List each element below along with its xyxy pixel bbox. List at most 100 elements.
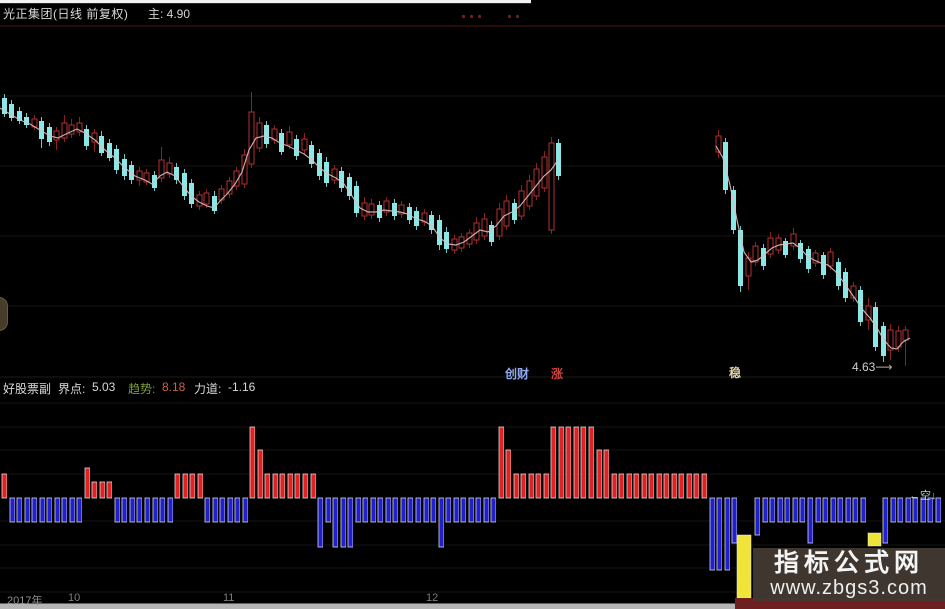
histogram-bar-blue: [724, 497, 731, 571]
histogram-bar-red: [498, 426, 505, 499]
title-marker-dot: [462, 15, 465, 18]
watermark-bottom-strip: [735, 598, 945, 609]
histogram-bar-blue: [905, 497, 912, 523]
histogram-bar-blue: [227, 497, 234, 523]
histogram-bar-blue: [129, 497, 136, 523]
axis-month-label: 10: [68, 592, 81, 604]
kong-signal-label: ←空↓: [909, 490, 937, 502]
histogram-bar-red: [294, 473, 301, 499]
histogram-bar-blue: [837, 497, 844, 523]
candle-up: [136, 170, 143, 181]
candle-down: [2, 98, 7, 114]
histogram-bar-blue: [822, 497, 829, 523]
histogram-bar-red: [528, 473, 535, 499]
histogram-bar-red: [618, 473, 625, 499]
histogram-bar-blue: [852, 497, 859, 523]
candle-up: [203, 192, 210, 205]
histogram-bar-red: [264, 473, 271, 499]
histogram-bar-red: [693, 473, 700, 499]
candle-up: [226, 180, 233, 195]
histogram-bar-blue: [468, 497, 475, 523]
histogram-bar-blue: [475, 497, 482, 523]
candle-down: [264, 125, 269, 144]
candle-down: [437, 220, 442, 245]
qushi-value: 8.18: [162, 380, 186, 394]
candle-down: [836, 262, 841, 286]
candle-up: [301, 138, 308, 151]
candle-down: [392, 203, 397, 216]
candle-up: [775, 237, 782, 251]
histogram-bar-blue: [362, 497, 369, 523]
candle-down: [821, 255, 826, 275]
candle-down: [798, 243, 803, 259]
candle-up: [473, 222, 480, 241]
candle-down: [99, 136, 104, 153]
candle-up: [256, 122, 263, 149]
histogram-bar-blue: [423, 497, 430, 523]
candle-up: [68, 124, 75, 135]
title-marker-dot: [516, 15, 519, 18]
lidao-label: 力道:: [194, 382, 222, 396]
candle-down: [107, 143, 112, 158]
histogram-bar-red: [671, 473, 678, 499]
histogram-bar-blue: [242, 497, 249, 523]
histogram-bar-blue: [69, 497, 76, 523]
candle-up: [812, 252, 819, 264]
candle-down: [444, 232, 449, 249]
watermark-url: www.zbgs3.com: [770, 577, 928, 599]
candle-down: [279, 133, 284, 152]
axis-month-label: 12: [426, 592, 439, 604]
histogram-bar-blue: [204, 497, 211, 523]
candle-up: [752, 245, 759, 263]
histogram-bar-blue: [385, 497, 392, 523]
histogram-bar-blue: [114, 497, 121, 523]
axis-year-label: 2017年: [7, 595, 43, 607]
histogram-bar-yellow: [736, 534, 752, 599]
histogram-bar-red: [603, 449, 610, 499]
low-price-callout: 4.63⟶: [852, 360, 893, 374]
candle-down: [84, 129, 89, 146]
histogram-bar-red: [106, 481, 113, 499]
histogram-bar-red: [565, 426, 572, 499]
title-marker-dot: [508, 15, 511, 18]
histogram-bar-blue: [121, 497, 128, 523]
histogram-bar-red: [656, 473, 663, 499]
candle-down: [429, 215, 434, 230]
sub-indicator-name[interactable]: 好股票副: [3, 382, 52, 396]
histogram-bar-blue: [317, 497, 324, 548]
candle-down: [47, 127, 52, 142]
candle-up: [368, 203, 375, 216]
histogram-bar-red: [550, 426, 557, 499]
axis-month-label: 11: [223, 592, 235, 604]
histogram-bar-blue: [136, 497, 143, 523]
candle-down: [24, 117, 29, 125]
candle-down: [761, 248, 766, 266]
histogram-bar-red: [633, 473, 640, 499]
histogram-bar-blue: [234, 497, 241, 523]
histogram-bar-red: [1, 473, 8, 499]
histogram-bar-blue: [167, 497, 174, 523]
histogram-bar-red: [701, 473, 708, 499]
histogram-bar-blue: [935, 497, 942, 523]
histogram-bar-blue: [144, 497, 151, 523]
candle-up: [53, 130, 60, 141]
histogram-bar-yellow: [867, 532, 882, 547]
histogram-bar-blue: [927, 497, 934, 523]
candle-up: [143, 172, 150, 183]
panel-collapse-tab[interactable]: [0, 297, 8, 331]
histogram-bar-blue: [355, 497, 362, 523]
histogram-bar-blue: [897, 497, 904, 523]
histogram-bar-blue: [340, 497, 347, 548]
histogram-bar-red: [626, 473, 633, 499]
histogram-bar-blue: [860, 497, 867, 523]
histogram-bar-blue: [483, 497, 490, 523]
candle-down: [189, 183, 194, 204]
histogram-bar-blue: [777, 497, 784, 523]
candle-down: [174, 167, 179, 180]
watermark-box: 指标公式网 www.zbgs3.com: [753, 548, 945, 601]
histogram-bar-red: [257, 449, 264, 499]
stock-title: 光正集团(日线 前复权): [3, 7, 129, 21]
candle-up: [331, 168, 338, 181]
